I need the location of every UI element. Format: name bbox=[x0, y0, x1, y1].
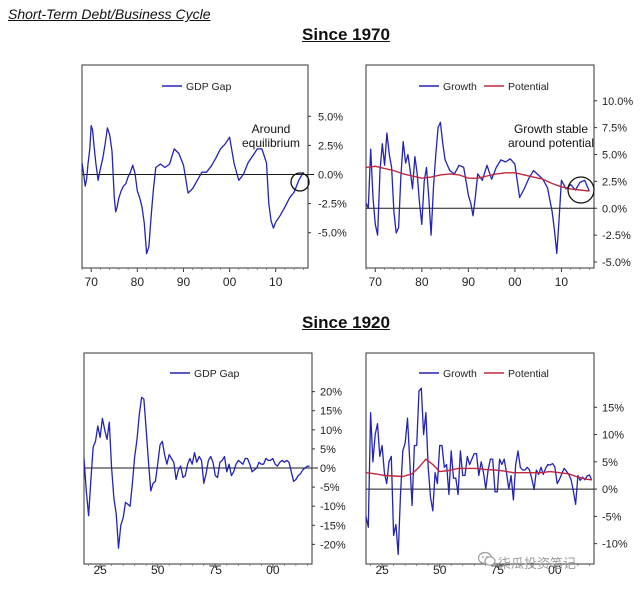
y-tick-label: 10% bbox=[602, 430, 624, 442]
y-tick-label: -15% bbox=[320, 520, 346, 532]
x-tick-label: 70 bbox=[85, 275, 99, 289]
y-tick-label: 7.5% bbox=[602, 123, 627, 135]
watermark-text: 柒瓜投资笔记 bbox=[498, 557, 577, 572]
legend-label: Growth bbox=[443, 368, 477, 380]
y-tick-label: 0% bbox=[320, 463, 336, 475]
x-tick-label: 90 bbox=[462, 275, 476, 289]
series-line-growth bbox=[365, 387, 593, 556]
annotation-text: Growth stable bbox=[514, 122, 588, 136]
x-tick-label: 90 bbox=[177, 275, 191, 289]
y-tick-label: -5% bbox=[602, 511, 622, 523]
x-tick-label: 50 bbox=[151, 563, 165, 577]
legend-label: GDP Gap bbox=[194, 368, 239, 380]
highlight-circle bbox=[290, 172, 310, 192]
series-line-potential bbox=[365, 165, 590, 192]
y-tick-label: -2.5% bbox=[602, 230, 631, 242]
x-tick-label: 50 bbox=[433, 563, 447, 577]
annotation-text: Around bbox=[252, 122, 291, 136]
series-line-gdp-gap bbox=[81, 124, 304, 255]
series-line-growth bbox=[365, 121, 590, 255]
y-tick-label: 10.0% bbox=[602, 96, 633, 108]
x-tick-label: 00 bbox=[548, 563, 562, 577]
y-tick-label: 5% bbox=[602, 457, 618, 469]
y-tick-label: -10% bbox=[602, 539, 628, 551]
x-tick-label: 10 bbox=[555, 275, 569, 289]
x-tick-label: 00 bbox=[266, 563, 280, 577]
x-tick-label: 10 bbox=[269, 275, 283, 289]
page-heading: Short-Term Debt/Business Cycle bbox=[8, 6, 211, 22]
legend-label: Growth bbox=[443, 81, 477, 93]
annotation-text: equilibrium bbox=[242, 136, 300, 150]
x-tick-label: 80 bbox=[131, 275, 145, 289]
legend-label: GDP Gap bbox=[186, 81, 231, 93]
x-tick-label: 75 bbox=[491, 563, 505, 577]
legend-label: Potential bbox=[508, 368, 549, 380]
y-tick-label: 2.5% bbox=[602, 176, 627, 188]
y-tick-label: -5% bbox=[320, 482, 340, 494]
y-tick-label: 5.0% bbox=[602, 150, 627, 162]
legend-label: Potential bbox=[508, 81, 549, 93]
y-tick-label: 15% bbox=[320, 406, 342, 418]
wechat-icon bbox=[478, 551, 496, 566]
y-tick-label: -10% bbox=[320, 501, 346, 513]
section-title-1920: Since 1920 bbox=[302, 313, 390, 332]
y-tick-label: 0.0% bbox=[318, 170, 343, 182]
y-tick-label: 2.5% bbox=[318, 140, 343, 152]
y-tick-label: 0% bbox=[602, 484, 618, 496]
x-tick-label: 25 bbox=[93, 563, 107, 577]
series-line-potential bbox=[365, 458, 592, 481]
y-tick-label: 15% bbox=[602, 402, 624, 414]
highlight-circle bbox=[567, 176, 595, 204]
y-tick-label: -2.5% bbox=[318, 199, 347, 211]
chart-frame bbox=[365, 64, 595, 269]
series-line-gdp-gap bbox=[83, 396, 310, 549]
chart-frame bbox=[365, 352, 595, 565]
y-tick-label: -20% bbox=[320, 539, 346, 551]
x-tick-label: 00 bbox=[223, 275, 237, 289]
x-tick-label: 00 bbox=[508, 275, 522, 289]
y-tick-label: 10% bbox=[320, 425, 342, 437]
y-tick-label: 5% bbox=[320, 444, 336, 456]
x-tick-label: 25 bbox=[375, 563, 389, 577]
y-tick-label: 5.0% bbox=[318, 111, 343, 123]
x-tick-label: 70 bbox=[369, 275, 383, 289]
y-tick-label: -5.0% bbox=[318, 228, 347, 240]
y-tick-label: 0.0% bbox=[602, 203, 627, 215]
y-tick-label: -5.0% bbox=[602, 257, 631, 269]
y-tick-label: 20% bbox=[320, 387, 342, 399]
annotation-text: around potential bbox=[508, 136, 594, 150]
section-title-1970: Since 1970 bbox=[302, 25, 390, 44]
x-tick-label: 80 bbox=[415, 275, 429, 289]
x-tick-label: 75 bbox=[209, 563, 223, 577]
